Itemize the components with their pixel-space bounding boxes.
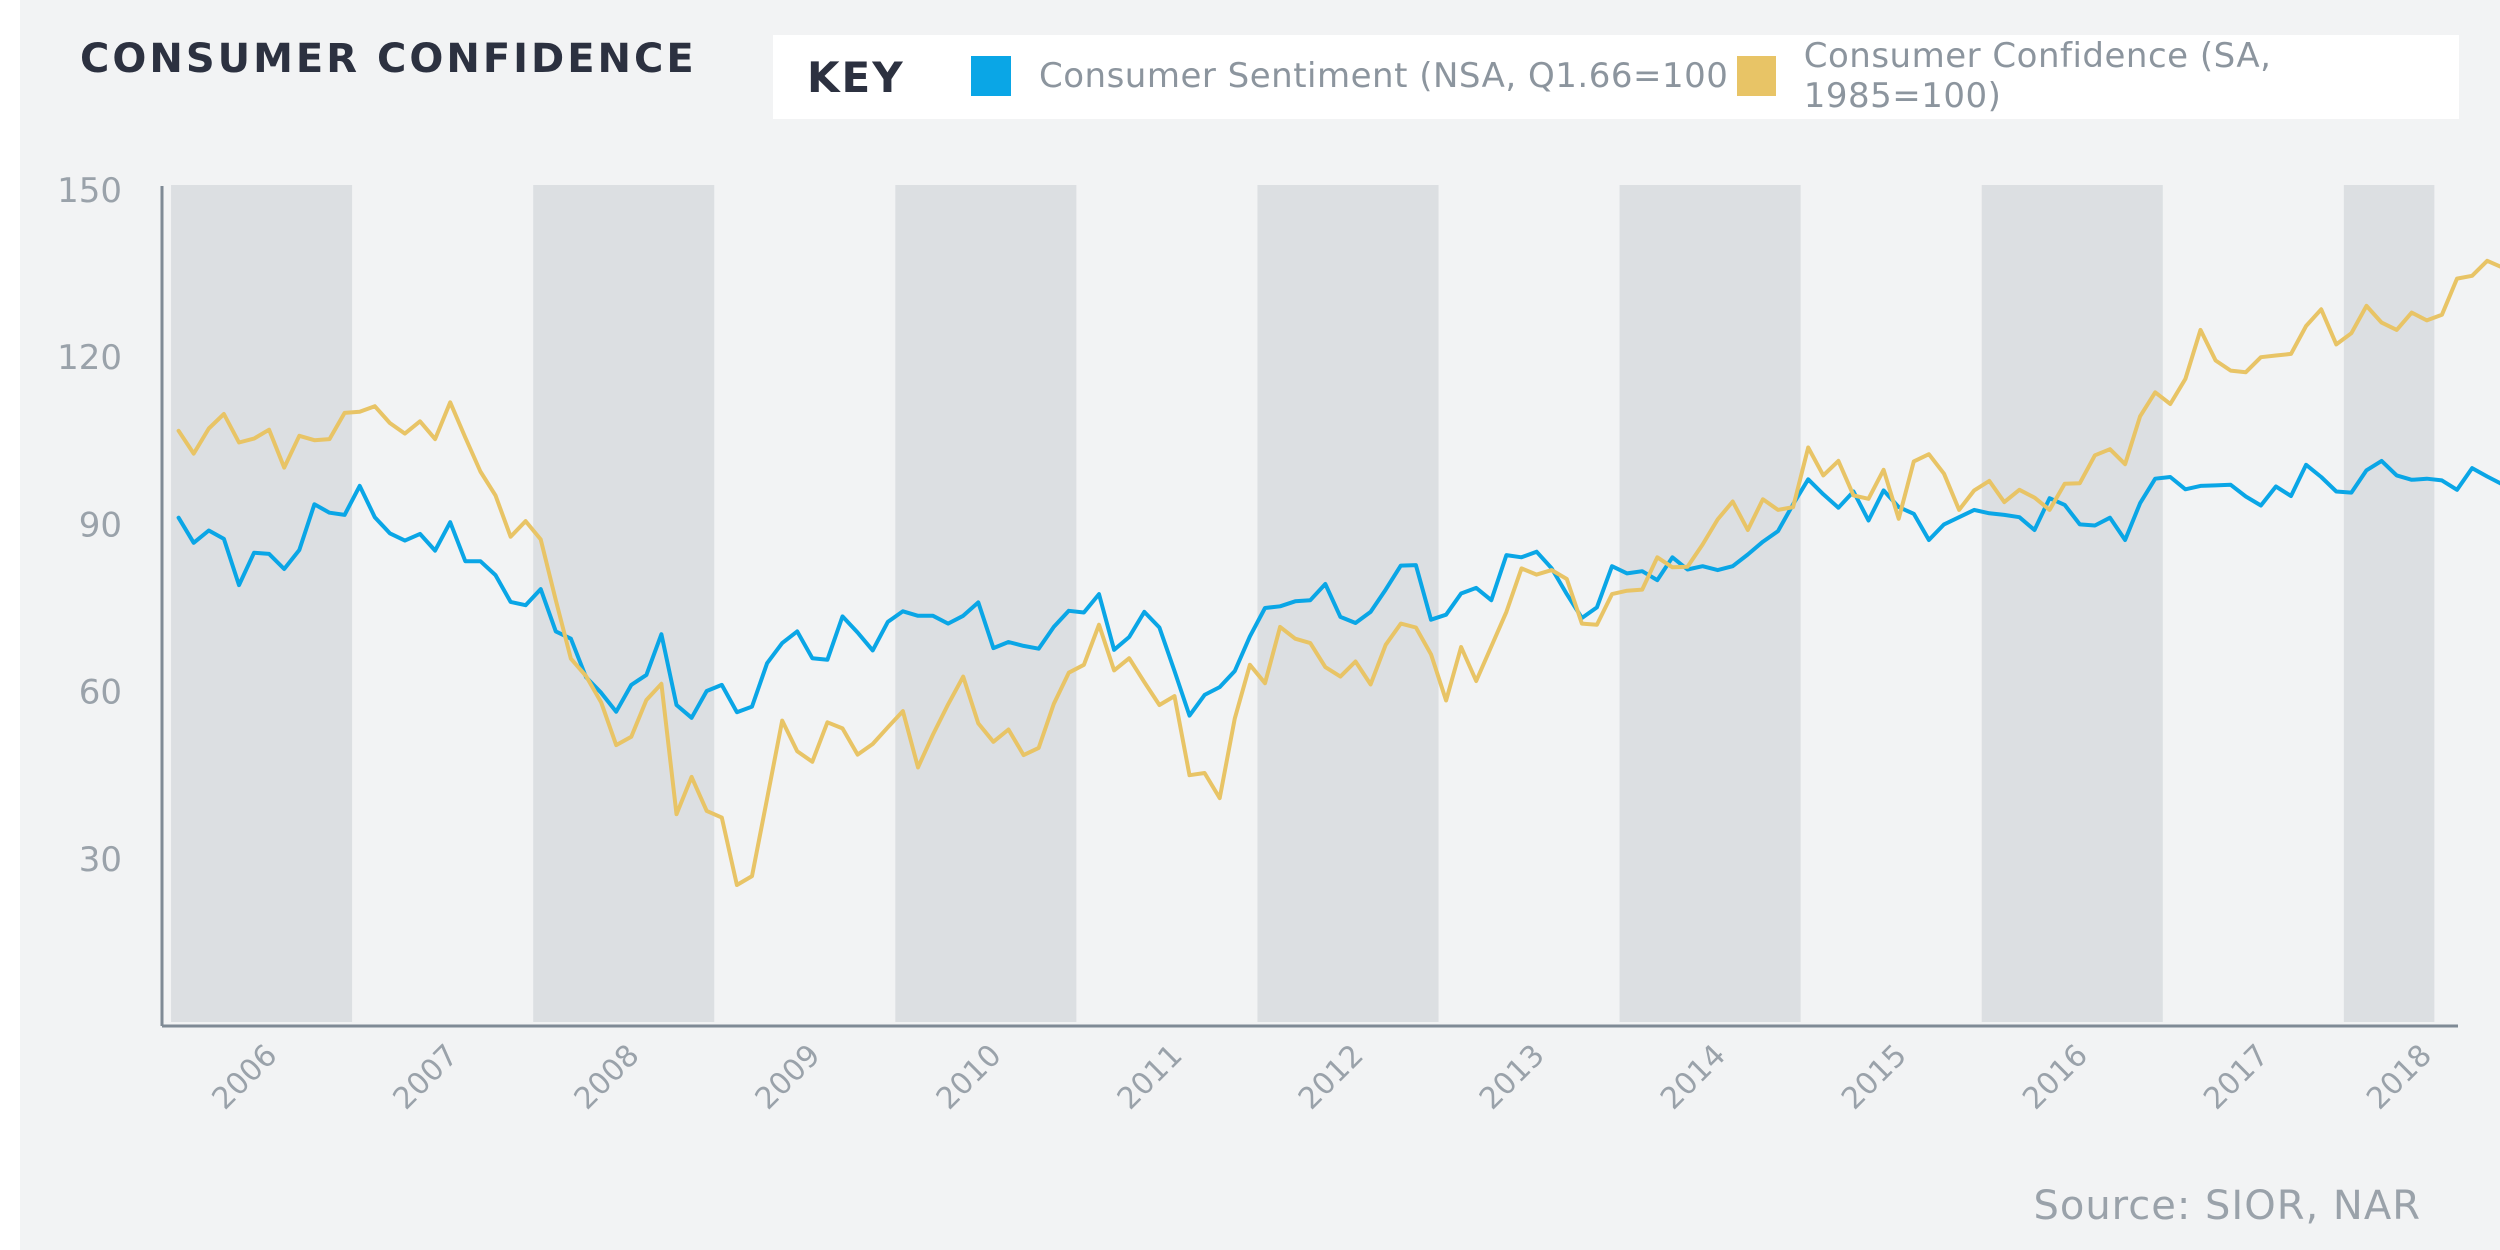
x-tick-label-2014: 2014 <box>1654 1038 1733 1117</box>
legend: KEY Consumer Sentiment (NSA, Q1.66=100 C… <box>773 35 2459 119</box>
legend-key-label: KEY <box>807 53 905 102</box>
x-tick-label-2008: 2008 <box>568 1038 647 1117</box>
x-tick-label-2009: 2009 <box>749 1038 828 1117</box>
x-tick-label-2018: 2018 <box>2360 1038 2439 1117</box>
shaded-band-6 <box>1981 185 2163 1022</box>
x-tick-label-2006: 2006 <box>205 1038 284 1117</box>
legend-item-consumer-confidence: Consumer Confidence (SA, 1985=100) <box>1737 36 2459 116</box>
x-tick-label-2015: 2015 <box>1835 1038 1914 1117</box>
y-tick-label-150: 150 <box>57 171 122 211</box>
x-tick-label-2016: 2016 <box>2016 1038 2095 1117</box>
y-tick-label-60: 60 <box>79 673 122 713</box>
x-tick-label-2011: 2011 <box>1111 1038 1190 1117</box>
y-tick-label-30: 30 <box>79 840 122 880</box>
legend-swatch-consumer-sentiment <box>971 56 1011 96</box>
shaded-band-3 <box>895 185 1077 1022</box>
legend-label-consumer-sentiment: Consumer Sentiment (NSA, Q1.66=100 <box>1039 56 1729 96</box>
x-tick-label-2007: 2007 <box>387 1038 466 1117</box>
x-tick-label-2017: 2017 <box>2197 1038 2276 1117</box>
shaded-band-2 <box>533 185 715 1022</box>
legend-label-consumer-confidence: Consumer Confidence (SA, 1985=100) <box>1803 36 2272 116</box>
x-tick-label-2010: 2010 <box>930 1038 1009 1117</box>
x-tick-label-2013: 2013 <box>1473 1038 1552 1117</box>
shaded-band-7 <box>2343 185 2435 1022</box>
series-line-consumer-confidence <box>176 258 2500 887</box>
series-line-consumer-sentiment <box>176 458 2500 720</box>
y-tick-label-120: 120 <box>57 338 122 378</box>
chart-title: CONSUMER CONFIDENCE <box>80 36 697 82</box>
x-tick-label-2012: 2012 <box>1292 1038 1371 1117</box>
shaded-band-1 <box>171 185 353 1022</box>
legend-item-consumer-sentiment: Consumer Sentiment (NSA, Q1.66=100 <box>971 53 1728 99</box>
y-tick-label-90: 90 <box>79 505 122 545</box>
shaded-band-5 <box>1619 185 1801 1022</box>
legend-swatch-consumer-confidence <box>1737 56 1776 96</box>
source-note: Source: SIOR, NAR <box>2033 1183 2421 1229</box>
